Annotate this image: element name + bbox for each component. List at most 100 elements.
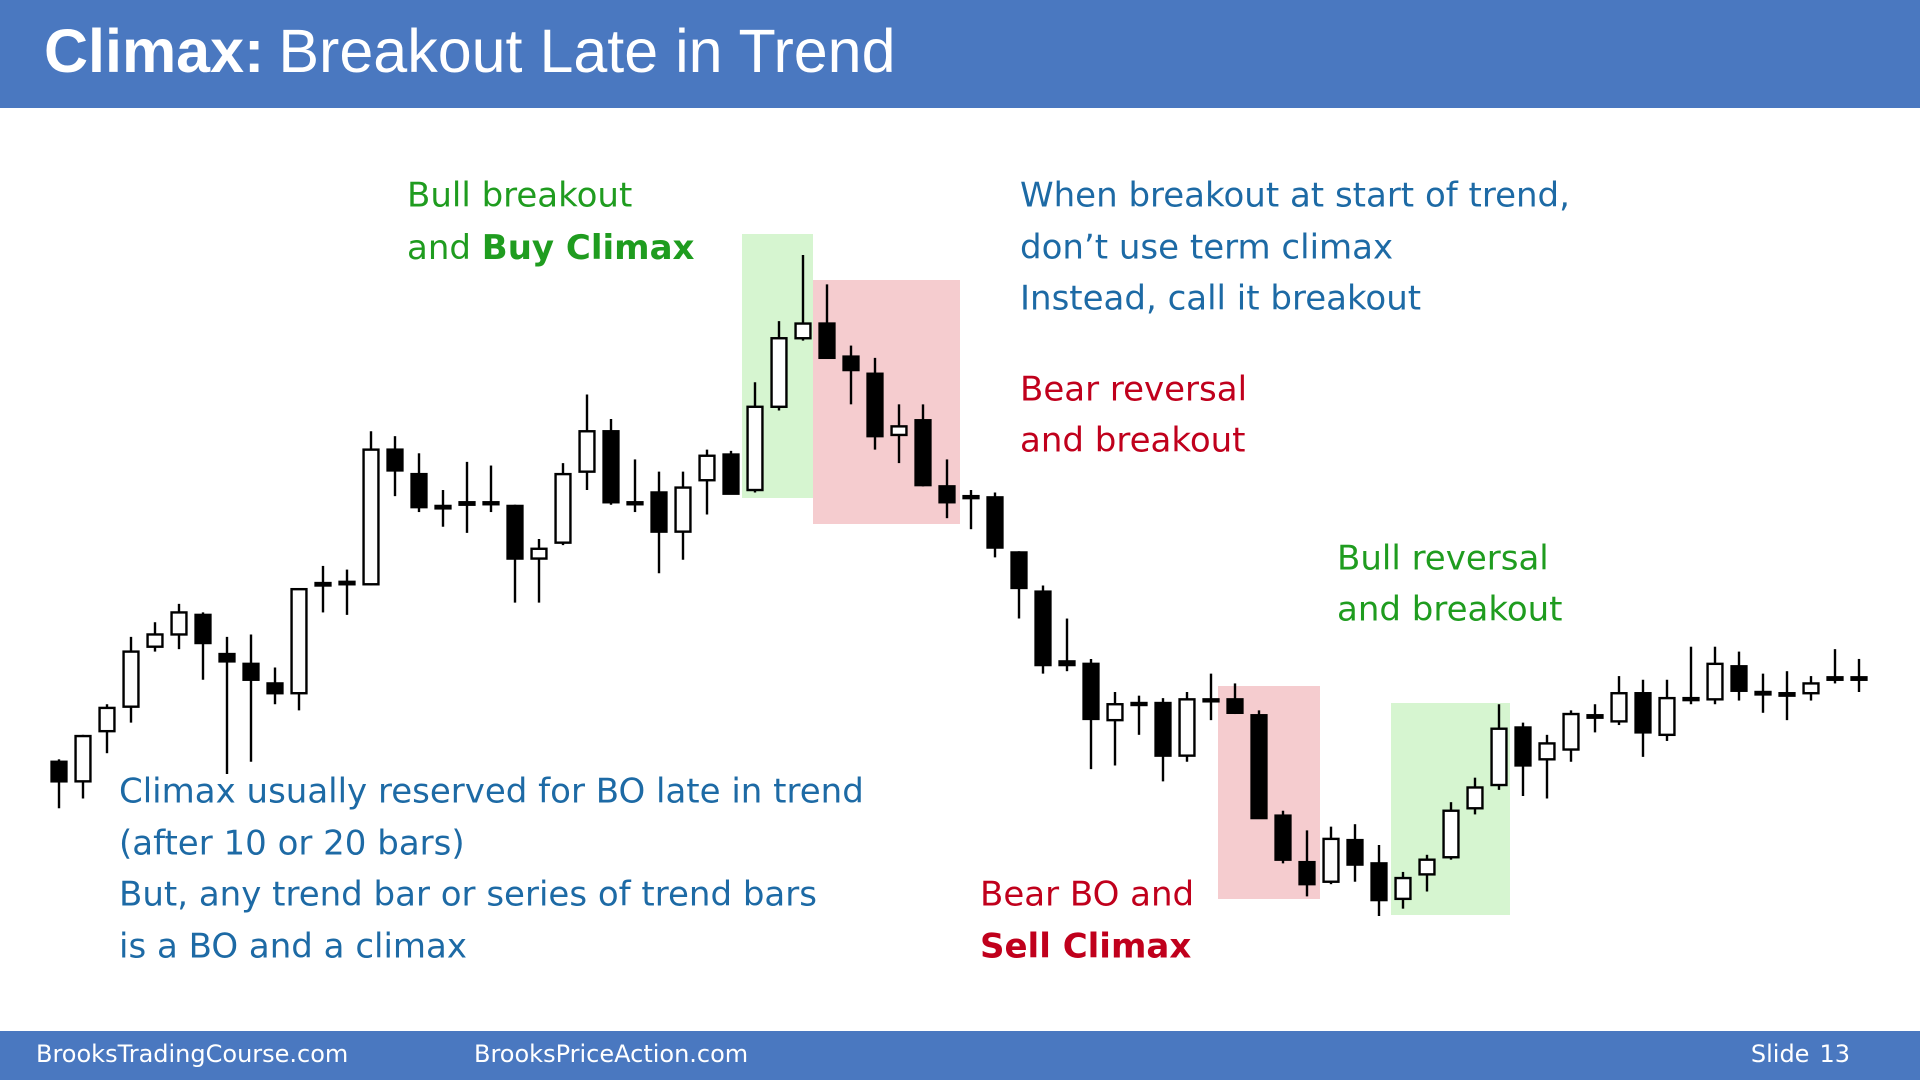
candle-body — [1634, 692, 1652, 734]
candle-body — [1322, 837, 1340, 883]
annotation: Bull reversal — [1337, 539, 1549, 579]
annotation: is a BO and a climax — [119, 927, 467, 967]
candle-body — [842, 355, 860, 372]
candle-body — [314, 581, 332, 587]
candle-body — [1466, 786, 1484, 810]
candle-body — [818, 322, 836, 360]
candle-body — [770, 337, 788, 408]
title-bar — [0, 0, 1920, 108]
candle-body — [1178, 698, 1196, 757]
candle-body — [1154, 701, 1172, 757]
candle-body — [1658, 696, 1676, 737]
candle-body — [218, 652, 236, 663]
candle-body — [1130, 701, 1148, 707]
title: Climax: Breakout Late in Trend — [44, 17, 896, 85]
candle-body — [1082, 662, 1100, 721]
candle-body — [554, 472, 572, 544]
candle-body — [1202, 698, 1220, 703]
candle-body — [1730, 665, 1748, 692]
candle-body — [1586, 714, 1604, 719]
candle-body — [530, 547, 548, 560]
candle-body — [434, 504, 452, 510]
candle-body — [1514, 726, 1532, 767]
candle-body — [290, 587, 308, 695]
candle-body — [1274, 814, 1292, 861]
annotation: and breakout — [1337, 590, 1563, 630]
footer-text: BrooksPriceAction.com — [474, 1040, 748, 1068]
candle-body — [674, 486, 692, 533]
candle-body — [1250, 714, 1268, 820]
annotation-bold: Buy Climax — [482, 228, 695, 268]
candle-body — [1562, 712, 1580, 751]
candle-body — [386, 448, 404, 472]
candle-body — [986, 496, 1004, 549]
candle-body — [1346, 838, 1364, 866]
candle-body — [1778, 692, 1796, 697]
candle-body — [866, 372, 884, 438]
title-bold: Climax: — [44, 17, 264, 85]
candle-body — [1418, 858, 1436, 876]
candle-body — [146, 633, 164, 648]
annotation: don’t use term climax — [1020, 228, 1393, 268]
candle-body — [938, 485, 956, 504]
candle-body — [338, 580, 356, 586]
annotation: Climax usually reserved for BO late in t… — [119, 772, 864, 812]
candle-body — [1034, 590, 1052, 667]
candle-body — [746, 405, 764, 492]
candle-body — [1826, 676, 1844, 681]
annotation: Bull breakout — [407, 176, 632, 216]
candle-body — [1298, 860, 1316, 886]
annotation-bold: Sell Climax — [980, 927, 1191, 967]
candle-body — [170, 611, 188, 636]
candle-body — [794, 322, 812, 340]
annotation: and Buy Climax — [407, 228, 695, 268]
footer-text: BrooksTradingCourse.com — [36, 1040, 348, 1068]
candle-body — [1370, 862, 1388, 902]
annotation: Instead, call it breakout — [1020, 279, 1421, 319]
title-rest: Breakout Late in Trend — [278, 17, 895, 85]
footer-bar — [0, 1031, 1920, 1080]
candle-body — [194, 613, 212, 645]
candle-body — [1394, 876, 1412, 901]
candle-body — [1442, 809, 1460, 859]
candles — [50, 255, 1868, 916]
candle-body — [1682, 696, 1700, 702]
candle-body — [890, 425, 908, 437]
candle-body — [1706, 662, 1724, 701]
candle-body — [506, 504, 524, 560]
candle-body — [98, 706, 116, 733]
candle-body — [1058, 660, 1076, 667]
candle-body — [650, 491, 668, 533]
slide-number: Slide 13 — [1751, 1040, 1850, 1068]
candle-body — [266, 682, 284, 695]
candle-body — [458, 501, 476, 506]
candle-body — [362, 448, 380, 586]
candle-body — [1010, 551, 1028, 590]
annotation-text: and — [407, 228, 482, 268]
candle-body — [722, 453, 740, 495]
candle-body — [50, 760, 68, 783]
candle-body — [74, 734, 92, 783]
candle-body — [698, 454, 716, 482]
candle-body — [1850, 676, 1868, 681]
candle-body — [602, 430, 620, 504]
candle-body — [122, 650, 140, 708]
candle-body — [578, 430, 596, 473]
highlight-red — [813, 280, 960, 524]
annotation: But, any trend bar or series of trend ba… — [119, 875, 817, 915]
annotation: Bear BO and — [980, 875, 1194, 915]
candle-body — [1538, 742, 1556, 761]
candle-body — [1226, 698, 1244, 715]
candle-body — [914, 419, 932, 487]
annotation: and breakout — [1020, 421, 1246, 461]
candle-body — [962, 494, 980, 500]
candle-body — [1610, 692, 1628, 723]
annotation: Bear reversal — [1020, 370, 1247, 410]
candle-body — [1802, 682, 1820, 695]
annotation: (after 10 or 20 bars) — [119, 824, 465, 864]
candle-body — [1106, 703, 1124, 722]
candle-body — [482, 501, 500, 506]
candle-body — [1754, 690, 1772, 696]
